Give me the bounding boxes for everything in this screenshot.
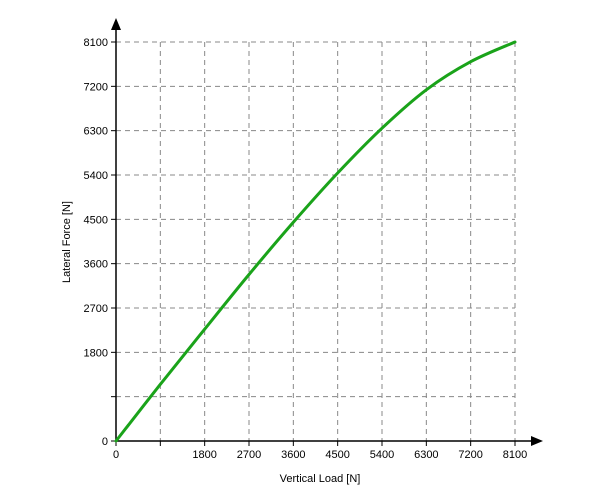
y-axis-label: Lateral Force [N] — [61, 201, 73, 283]
x-tick-label: 1800 — [192, 449, 216, 461]
x-tick-label: 3600 — [281, 449, 305, 461]
y-tick-label: 1800 — [84, 347, 108, 359]
y-tick-label: 5400 — [84, 170, 108, 182]
y-tick-label: 3600 — [84, 259, 108, 271]
x-axis-label: Vertical Load [N] — [280, 473, 361, 485]
x-tick-label: 5400 — [370, 449, 394, 461]
y-tick-label: 4500 — [84, 214, 108, 226]
series-line — [114, 40, 517, 443]
y-tick-label: 2700 — [84, 303, 108, 315]
tick-labels: 0 1800 2700 3600 4500 5400 6300 7200 8100 0 1800 27… — [84, 37, 528, 461]
y-axis-arrow-icon — [111, 18, 121, 30]
y-tick-label: 7200 — [84, 81, 108, 93]
x-tick-label: 8100 — [503, 449, 527, 461]
x-tick-label: 4500 — [325, 449, 349, 461]
x-tick-label: 7200 — [458, 449, 482, 461]
axes — [111, 18, 543, 446]
x-tick-label: 0 — [113, 449, 119, 461]
y-tick-label: 0 — [102, 436, 108, 448]
grid — [116, 41, 516, 441]
y-tick-label: 8100 — [84, 37, 108, 49]
x-tick-label: 2700 — [237, 449, 261, 461]
x-axis-arrow-icon — [531, 436, 543, 446]
x-tick-label: 6300 — [414, 449, 438, 461]
series-layer — [114, 40, 517, 443]
y-tick-label: 6300 — [84, 126, 108, 138]
